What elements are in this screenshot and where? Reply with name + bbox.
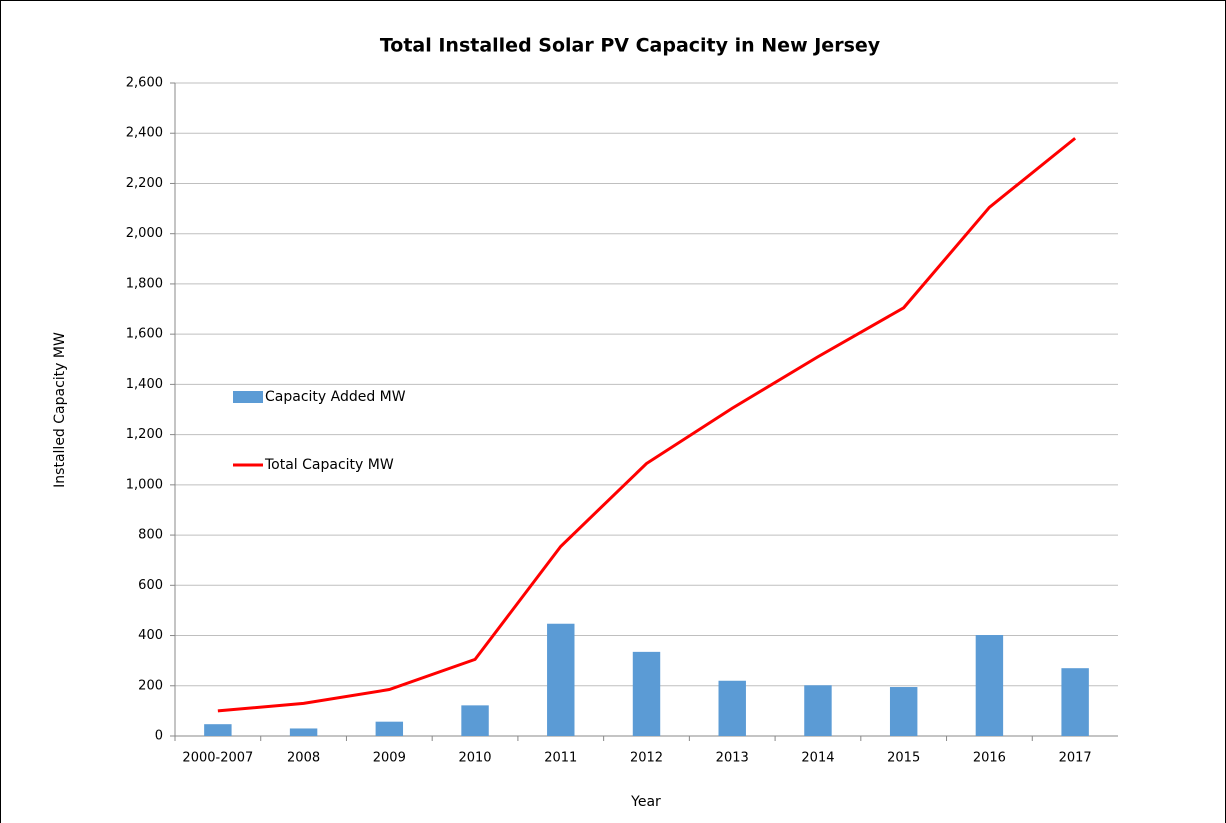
bar bbox=[461, 705, 489, 736]
line bbox=[217, 137, 1077, 713]
y-tick-label: 1,000 bbox=[126, 477, 163, 492]
bar bbox=[804, 685, 832, 736]
bar bbox=[289, 728, 318, 736]
bar bbox=[889, 687, 918, 736]
x-tick-label: 2000-2007 bbox=[182, 751, 253, 766]
y-axis-label: Installed Capacity MW bbox=[52, 332, 68, 488]
y-tick-label: 2,600 bbox=[126, 76, 163, 91]
y-tick-label: 2,200 bbox=[126, 176, 163, 191]
x-axis-label: Year bbox=[630, 794, 661, 810]
x-tick-label: 2011 bbox=[544, 751, 577, 766]
legend-label: Capacity Added MW bbox=[265, 389, 406, 405]
x-tick-label: 2014 bbox=[801, 751, 834, 766]
bar bbox=[1061, 668, 1089, 736]
y-tick-label: 1,400 bbox=[126, 377, 163, 392]
y-tick-label: 2,000 bbox=[126, 226, 163, 241]
legend-swatch bbox=[233, 391, 263, 403]
x-tick-label: 2015 bbox=[887, 751, 920, 766]
x-tick-label: 2008 bbox=[287, 751, 320, 766]
x-tick-label: 2012 bbox=[630, 751, 663, 766]
x-tick-label: 2009 bbox=[373, 751, 406, 766]
y-tick-label: 600 bbox=[138, 578, 163, 593]
y-tick-label: 1,200 bbox=[126, 427, 163, 442]
y-tick-label: 400 bbox=[138, 628, 163, 643]
chart-title: Total Installed Solar PV Capacity in New… bbox=[380, 35, 881, 57]
legend-label: Total Capacity MW bbox=[264, 457, 394, 473]
x-tick-label: 2017 bbox=[1059, 751, 1092, 766]
y-tick-label: 2,400 bbox=[126, 126, 163, 141]
x-tick-label: 2013 bbox=[716, 751, 749, 766]
y-tick-label: 200 bbox=[138, 678, 163, 693]
bar bbox=[975, 635, 1004, 736]
y-tick-label: 1,600 bbox=[126, 327, 163, 342]
y-tick-label: 1,800 bbox=[126, 276, 163, 291]
x-tick-label: 2010 bbox=[458, 751, 491, 766]
bar bbox=[375, 721, 404, 736]
bar bbox=[632, 651, 661, 736]
y-tick-label: 800 bbox=[138, 528, 163, 543]
bar bbox=[718, 680, 746, 736]
bar bbox=[547, 623, 575, 736]
bar bbox=[204, 724, 232, 736]
x-tick-label: 2016 bbox=[973, 751, 1006, 766]
y-tick-label: 0 bbox=[155, 729, 163, 744]
